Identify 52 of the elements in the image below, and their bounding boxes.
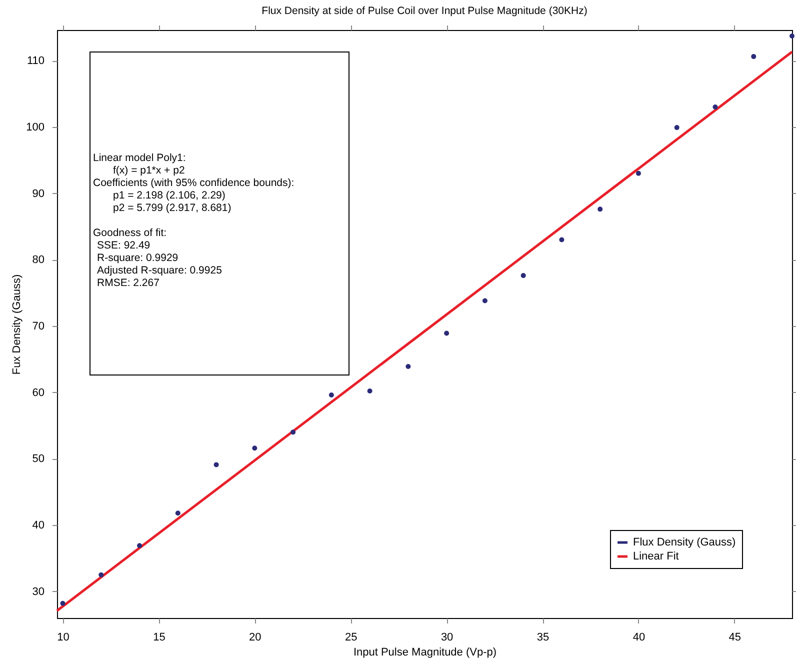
y-tick-label: 40	[32, 520, 44, 532]
chart-title: Flux Density at side of Pulse Coil over Input Pulse Magnitude (30KHz)	[262, 5, 588, 17]
point	[367, 388, 372, 394]
point	[636, 170, 641, 176]
annotation: p1 = 2.198 (2.106, 2.29)	[113, 190, 226, 202]
annotation: f(x) = p1*x + p2	[113, 164, 185, 176]
legend-label: Linear Fit	[633, 550, 679, 562]
x-tick-label: 40	[632, 632, 646, 644]
y-tick-label: 110	[26, 55, 44, 68]
point	[598, 206, 603, 212]
x-tick-label: 20	[249, 632, 262, 644]
point	[98, 572, 104, 578]
annotation: p2 = 5.799 (2.917, 8.681)	[113, 202, 232, 214]
y-tick-label: 90	[32, 188, 44, 200]
x-axis-title: Input Pulse Magnitude (Vp-p)	[353, 646, 497, 658]
x-tick-label: 35	[536, 632, 550, 644]
point	[674, 125, 680, 130]
point	[559, 237, 564, 242]
annotation: RMSE: 2.267	[97, 277, 160, 289]
point	[751, 54, 756, 60]
annotation: SSE: 92.49	[97, 240, 150, 252]
annotation: Goodness of fit:	[93, 227, 167, 239]
point	[790, 33, 794, 38]
annotation: Coefficients (with 95% confidence bounds):	[93, 177, 294, 189]
annotation: Linear model Poly1:	[93, 152, 186, 164]
point	[252, 446, 258, 451]
point	[520, 273, 526, 278]
point	[60, 600, 66, 606]
point	[137, 543, 142, 548]
y-tick-label: 70	[32, 320, 44, 332]
x-tick-label: 10	[57, 632, 70, 644]
y-tick-label: 50	[32, 453, 44, 466]
y-tick-label: 100	[26, 121, 44, 134]
annotation: Adjusted R-square: 0.9925	[97, 264, 222, 276]
point	[290, 430, 296, 435]
point	[328, 392, 334, 398]
x-tick-label: 30	[440, 632, 454, 644]
point	[482, 298, 488, 304]
x-tick-label: 15	[153, 632, 166, 644]
annotation: R-square: 0.9929	[97, 252, 178, 264]
y-tick-label: 60	[32, 386, 44, 399]
legend-label: Flux Density (Gauss)	[633, 536, 736, 548]
x-tick-label: 45	[728, 632, 742, 644]
point	[444, 330, 450, 336]
point	[712, 104, 718, 110]
point	[175, 510, 180, 516]
y-axis-title: Fux Density (Gauss)	[11, 274, 24, 375]
y-tick-label: 30	[32, 586, 44, 598]
y-tick-label: 80	[32, 254, 44, 266]
point	[406, 364, 411, 369]
point	[214, 462, 219, 468]
x-tick-label: 25	[344, 632, 358, 644]
